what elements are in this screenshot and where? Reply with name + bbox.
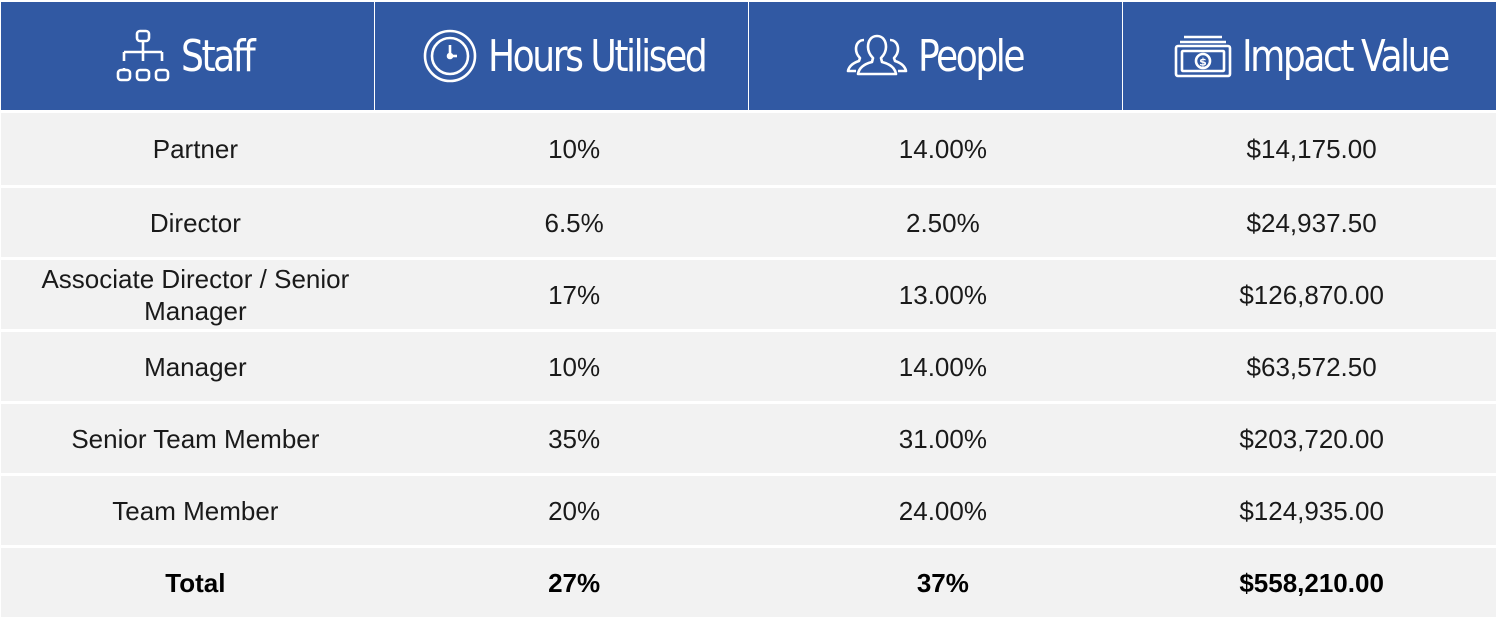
cell-staff: Team Member [112, 495, 279, 526]
cell-staff: Manager [144, 351, 247, 382]
svg-text:$: $ [1199, 56, 1207, 69]
total-label: Total [165, 567, 226, 598]
cell-people: 24.00% [898, 495, 987, 526]
cell-hours: 20% [548, 495, 601, 526]
table-row: Team Member 20% 24.00% $124,935.00 [1, 473, 1496, 545]
total-row: Total 27% 37% $558,210.00 [1, 545, 1496, 617]
cell-impact: $63,572.50 [1246, 351, 1377, 382]
cell-hours: 10% [548, 134, 601, 164]
header-impact-label: Impact Value [1242, 30, 1450, 82]
cell-people: 14.00% [898, 134, 987, 164]
table-row: Manager 10% 14.00% $63,572.50 [1, 329, 1496, 401]
cell-hours: 6.5% [544, 207, 604, 238]
cell-hours: 17% [548, 279, 601, 310]
people-icon [846, 28, 908, 84]
cell-people: 14.00% [898, 351, 987, 382]
cell-impact: $124,935.00 [1239, 495, 1384, 526]
table-header: Staff Hours Utilised [1, 2, 1496, 110]
header-people: People [749, 2, 1123, 110]
header-staff-label: Staff [181, 30, 256, 82]
cell-people: 13.00% [898, 279, 987, 310]
table-row: Director 6.5% 2.50% $24,937.50 [1, 185, 1496, 257]
table-row: Senior Team Member 35% 31.00% $203,720.0… [1, 401, 1496, 473]
cell-people: 31.00% [898, 423, 987, 454]
cell-staff: Associate Director / Senior Manager [41, 263, 350, 326]
cell-impact: $24,937.50 [1246, 207, 1377, 238]
table-row: Associate Director / Senior Manager 17% … [1, 257, 1496, 329]
org-chart-icon [115, 28, 171, 84]
cell-people: 2.50% [906, 207, 980, 238]
total-hours: 27% [548, 567, 601, 598]
header-staff: Staff [1, 2, 375, 110]
cell-impact: $126,870.00 [1239, 279, 1384, 310]
clock-icon [422, 28, 478, 84]
cell-impact: $14,175.00 [1246, 134, 1377, 164]
cell-staff: Senior Team Member [71, 423, 320, 454]
cell-staff: Director [149, 207, 241, 238]
cell-staff: Partner [152, 134, 238, 164]
total-people: 37% [916, 567, 969, 598]
header-hours-label: Hours Utilised [488, 30, 708, 82]
header-impact-value: $ Impact Value [1123, 2, 1496, 110]
table-row: Partner 10% 14.00% $14,175.00 [1, 110, 1496, 185]
cell-impact: $203,720.00 [1239, 423, 1384, 454]
money-icon: $ [1174, 31, 1232, 81]
total-impact: $558,210.00 [1239, 567, 1384, 598]
cell-hours: 10% [548, 351, 601, 382]
cell-hours: 35% [548, 423, 601, 454]
header-people-label: People [918, 30, 1026, 82]
header-hours-utilised: Hours Utilised [375, 2, 749, 110]
